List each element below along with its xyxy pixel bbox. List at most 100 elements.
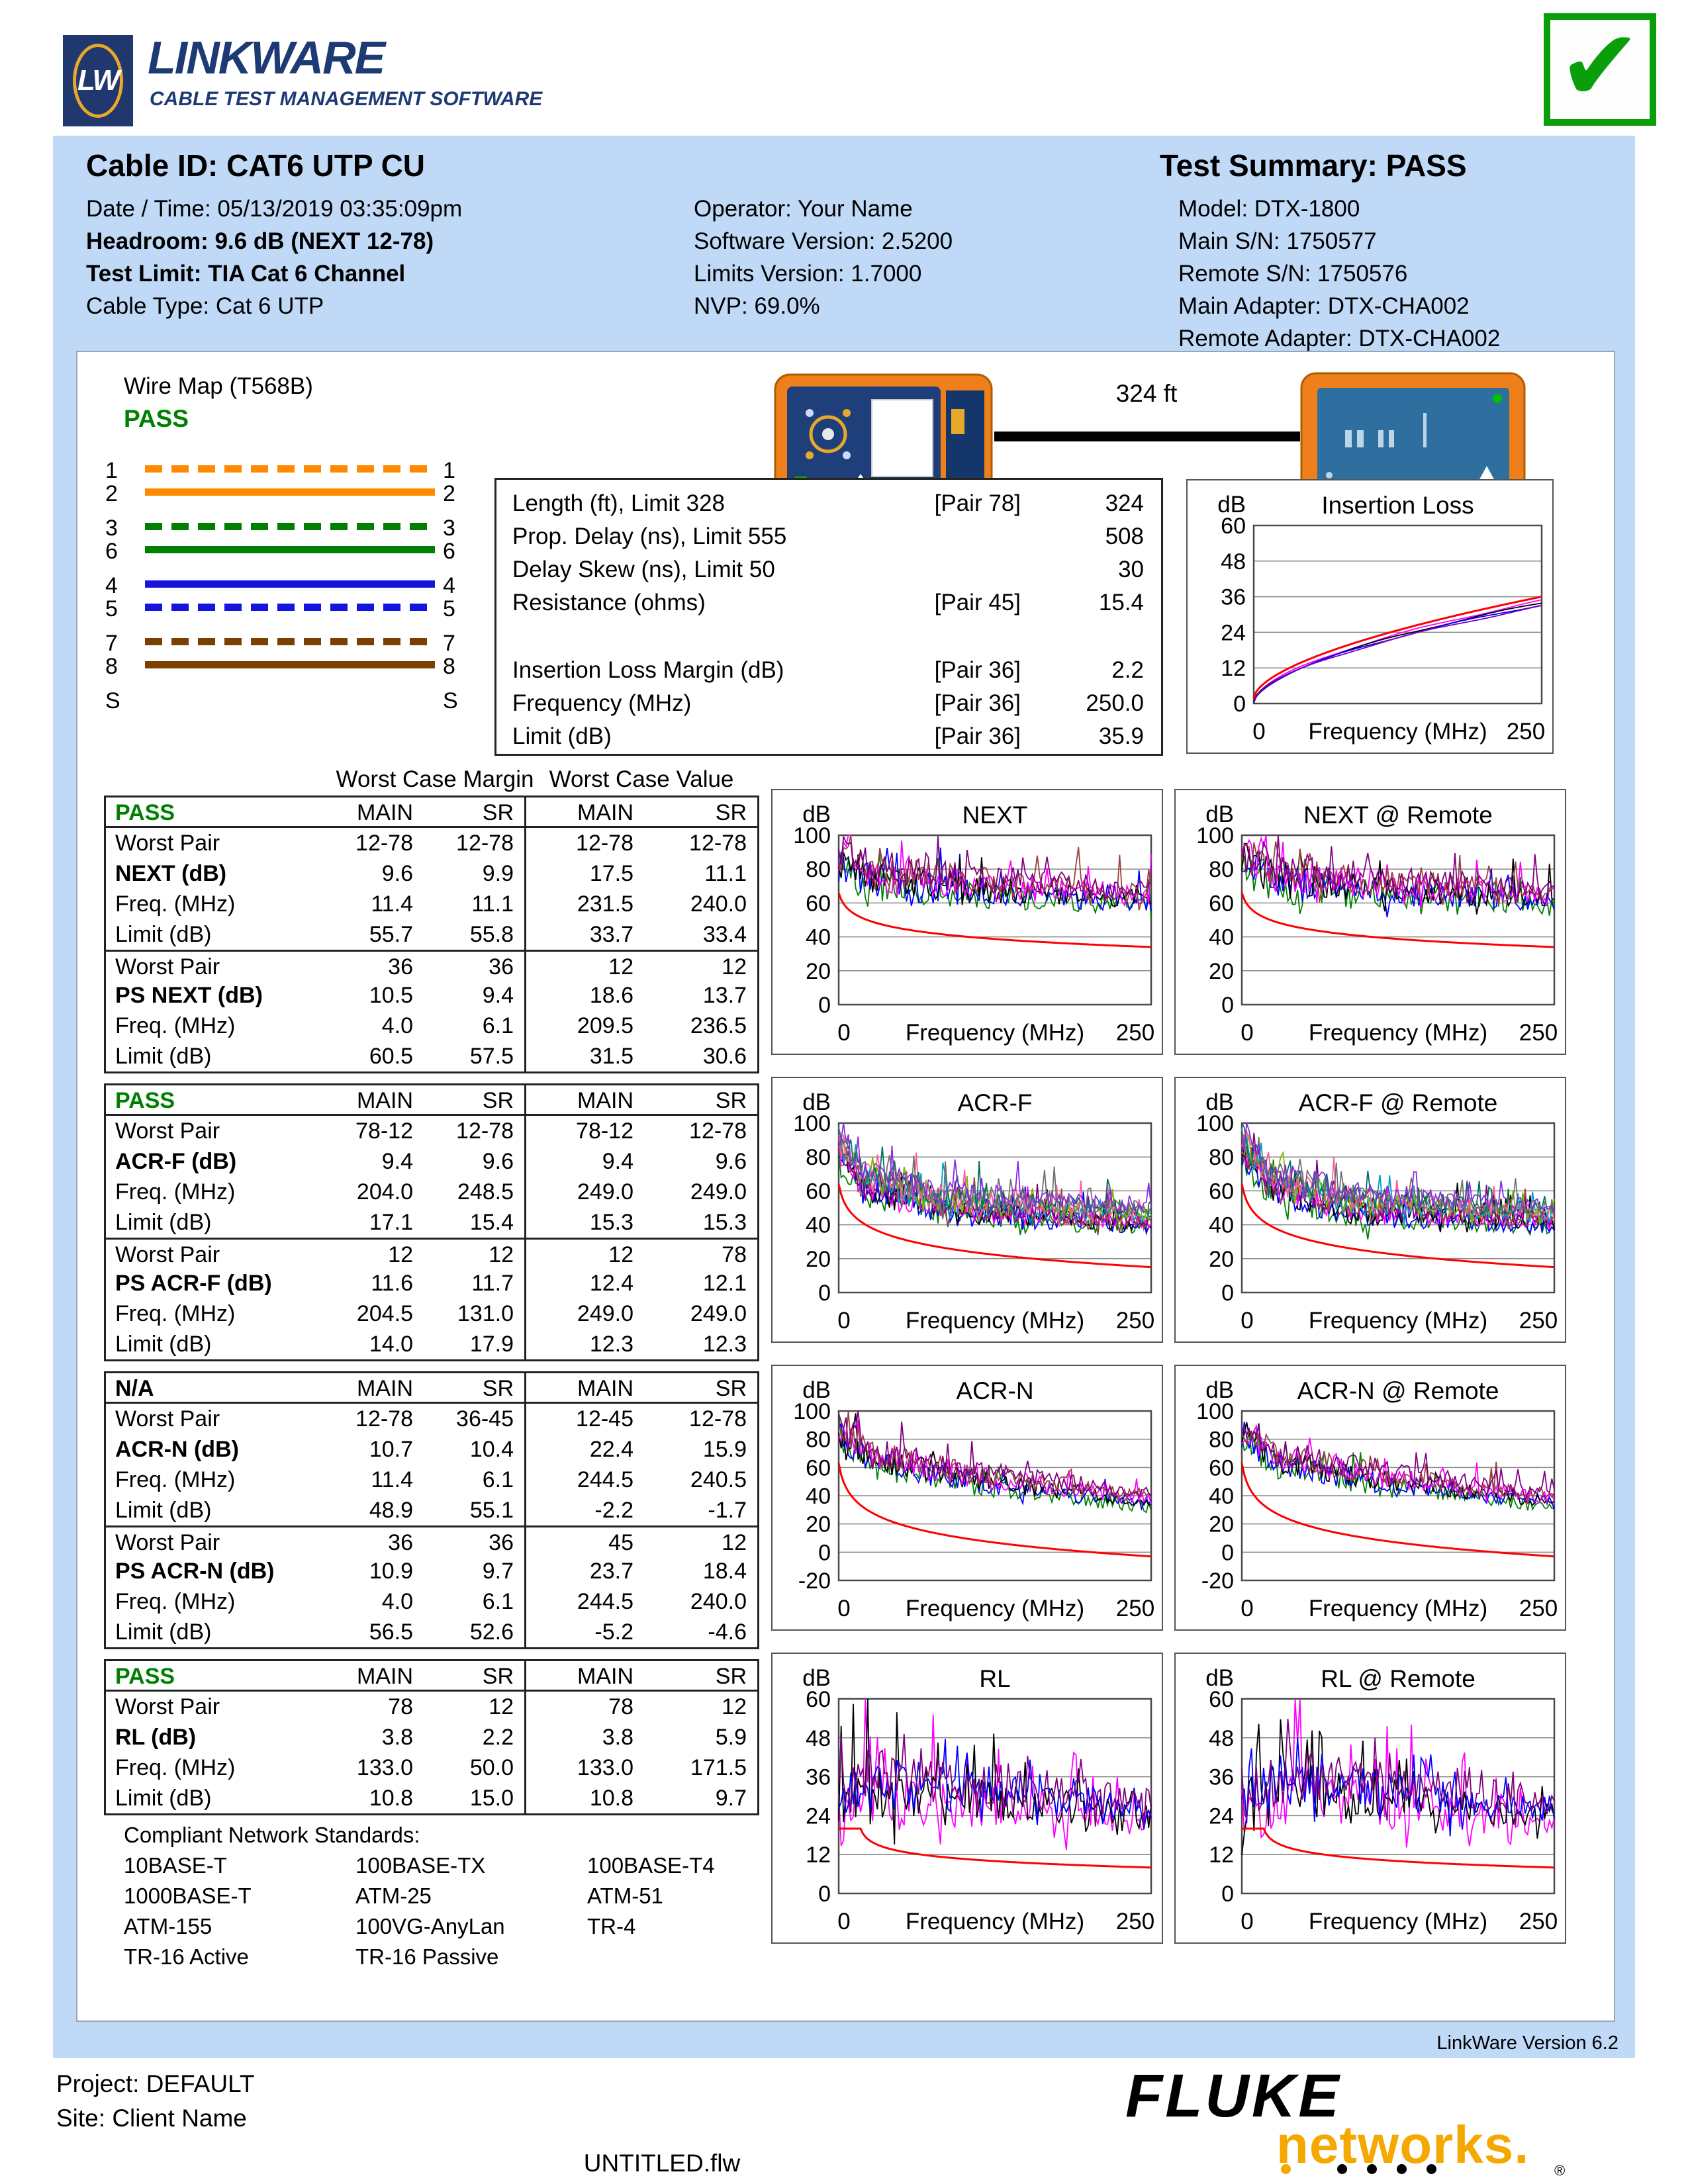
svg-text:80: 80 — [1209, 1428, 1234, 1453]
svg-text:Insertion Loss: Insertion Loss — [1321, 492, 1474, 519]
table-row: PS NEXT (dB) 10.5 9.4 18.6 13.7 — [106, 980, 757, 1011]
table-row: RL (dB) 3.8 2.2 3.8 5.9 — [106, 1722, 757, 1752]
svg-text:0: 0 — [837, 1308, 850, 1334]
logo-dot — [1427, 2164, 1436, 2174]
svg-text:100: 100 — [793, 1399, 831, 1424]
table-row: Limit (dB) 10.8 15.0 10.8 9.7 — [106, 1783, 757, 1813]
results-table-next: PASS MAIN SR MAIN SR Worst Pair 12-78 12-78 12-7… — [104, 796, 759, 1073]
standards-item: 100VG-AnyLan — [355, 1914, 505, 1938]
standards-item: 100BASE-TX — [355, 1853, 486, 1878]
acrf-remote-chart: 0 20 40 60 80 100 dB ACR-F @ Remote 0 Frequency (… — [1174, 1077, 1566, 1343]
linkware-version-label: LinkWare Version 6.2 — [1436, 2032, 1618, 2054]
measurement-row: Length (ft), Limit 328 [Pair 78] 324 — [512, 490, 1144, 516]
standards-item: 10BASE-T — [124, 1853, 227, 1878]
svg-text:20: 20 — [1209, 959, 1234, 984]
svg-text:60: 60 — [806, 1179, 831, 1204]
svg-text:250: 250 — [1507, 719, 1545, 745]
table-row: Limit (dB) 56.5 52.6 -5.2 -4.6 — [106, 1617, 757, 1647]
logo-dot — [1397, 2164, 1407, 2174]
svg-text:Frequency (MHz): Frequency (MHz) — [1309, 1909, 1487, 1934]
svg-text:250: 250 — [1519, 1020, 1558, 1046]
svg-text:Frequency (MHz): Frequency (MHz) — [1308, 719, 1487, 745]
info-remote-adapter: Remote Adapter: DTX-CHA002 — [1178, 326, 1501, 351]
filename-label: UNTITLED.flw — [583, 2150, 741, 2177]
svg-text:80: 80 — [806, 1145, 831, 1170]
standards-title: Compliant Network Standards: — [124, 1823, 420, 1847]
table-row: PS ACR-N (dB) 10.9 9.7 23.7 18.4 — [106, 1556, 757, 1586]
table-row: Limit (dB) 14.0 17.9 12.3 12.3 — [106, 1329, 757, 1359]
svg-text:100: 100 — [793, 1111, 831, 1136]
info-column-left: Date / Time: 05/13/2019 03:35:09pm Headr… — [86, 193, 462, 322]
svg-text:40: 40 — [806, 1484, 831, 1509]
test-summary-title: Test Summary: PASS — [1160, 148, 1467, 183]
linkware-logo-icon: LW — [63, 35, 133, 126]
svg-text:12: 12 — [1221, 656, 1246, 681]
svg-text:60: 60 — [1209, 1179, 1234, 1204]
wire-line — [145, 465, 435, 473]
standards-item: TR-16 Active — [124, 1944, 249, 1969]
linkware-tagline: CABLE TEST MANAGEMENT SOFTWARE — [150, 88, 543, 110]
linkware-wordmark: LINKWARE — [148, 32, 385, 83]
site-label: Site: Client Name — [56, 2105, 247, 2132]
table-row: Freq. (MHz) 11.4 11.1 231.5 240.0 — [106, 889, 757, 919]
svg-text:40: 40 — [1209, 1484, 1234, 1509]
svg-text:Frequency (MHz): Frequency (MHz) — [906, 1596, 1084, 1621]
registered-mark: ® — [1554, 2162, 1566, 2179]
svg-text:60: 60 — [1221, 514, 1246, 539]
info-test-limit: Test Limit: TIA Cat 6 Channel — [86, 261, 406, 287]
svg-text:24: 24 — [1209, 1803, 1234, 1829]
table-row: NEXT (dB) 9.6 9.9 17.5 11.1 — [106, 858, 757, 889]
standards-item: ATM-25 — [355, 1884, 432, 1908]
svg-text:0: 0 — [1221, 1281, 1234, 1306]
svg-text:24: 24 — [1221, 620, 1246, 645]
svg-text:60: 60 — [1209, 1687, 1234, 1712]
svg-text:250: 250 — [1116, 1909, 1154, 1934]
next-remote-chart: 0 20 40 60 80 100 dB NEXT @ Remote 0 Frequency (M… — [1174, 789, 1566, 1055]
table-row: Freq. (MHz) 204.0 248.5 249.0 249.0 — [106, 1177, 757, 1207]
table-header-row: N/A MAIN SR MAIN SR — [106, 1373, 757, 1404]
svg-text:RL: RL — [979, 1665, 1010, 1692]
svg-text:dB: dB — [1205, 1665, 1234, 1691]
svg-text:36: 36 — [1221, 585, 1246, 610]
svg-text:dB: dB — [1205, 801, 1234, 827]
insertion-loss-chart: 0 12 24 36 48 60 dB Insertion Loss 0 Frequency (M… — [1186, 479, 1554, 754]
svg-text:40: 40 — [806, 925, 831, 950]
cable-line — [994, 432, 1300, 441]
standards-item: 1000BASE-T — [124, 1884, 252, 1908]
table-row: Worst Pair 78 12 78 12 — [106, 1692, 757, 1722]
svg-text:40: 40 — [1209, 925, 1234, 950]
wiremap-title: Wire Map (T568B) — [124, 373, 313, 399]
svg-text:80: 80 — [1209, 857, 1234, 882]
svg-text:36: 36 — [1209, 1765, 1234, 1790]
svg-text:dB: dB — [802, 801, 831, 827]
svg-text:Frequency (MHz): Frequency (MHz) — [1309, 1308, 1487, 1334]
svg-text:20: 20 — [1209, 1247, 1234, 1272]
table-header-row: PASS MAIN SR MAIN SR — [106, 1661, 757, 1692]
rl-chart: 0 12 24 36 48 60 dB RL 0 Frequency (MHz) 250 — [771, 1653, 1163, 1944]
logo-badge-text: LW — [77, 64, 120, 97]
svg-text:NEXT @ Remote: NEXT @ Remote — [1303, 801, 1493, 829]
svg-text:80: 80 — [1209, 1145, 1234, 1170]
svg-text:250: 250 — [1519, 1596, 1558, 1621]
svg-text:RL @ Remote: RL @ Remote — [1321, 1665, 1476, 1692]
fluke-wordmark: FLUKE — [1125, 2062, 1342, 2130]
table-row: Freq. (MHz) 4.0 6.1 244.5 240.0 — [106, 1586, 757, 1617]
svg-text:Frequency (MHz): Frequency (MHz) — [906, 1308, 1084, 1334]
svg-text:ACR-F @ Remote: ACR-F @ Remote — [1299, 1089, 1498, 1116]
logo-dot — [1367, 2164, 1377, 2174]
svg-text:NEXT: NEXT — [962, 801, 1028, 829]
svg-text:48: 48 — [1209, 1726, 1234, 1751]
svg-text:60: 60 — [1209, 1455, 1234, 1480]
svg-text:20: 20 — [1209, 1512, 1234, 1537]
table-row: ACR-F (dB) 9.4 9.6 9.4 9.6 — [106, 1146, 757, 1177]
info-software-version: Software Version: 2.5200 — [694, 228, 953, 254]
svg-text:0: 0 — [837, 1596, 850, 1621]
acrn-remote-chart: -20 0 20 40 60 80 100 dB ACR-N @ Remote 0 Frequenc… — [1174, 1365, 1566, 1631]
svg-text:60: 60 — [806, 1455, 831, 1480]
